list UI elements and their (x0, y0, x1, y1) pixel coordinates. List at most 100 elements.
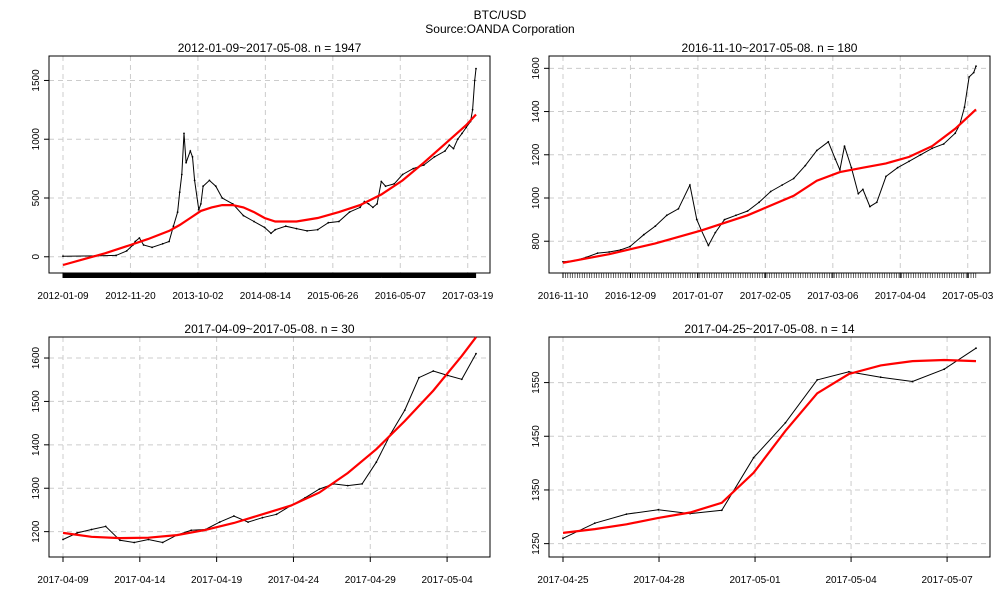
chart-panel-3: 2017-04-09~2017-05-08. n = 30 2017-04-09 2… (31, 322, 491, 586)
data-point (448, 144, 451, 147)
data-point (471, 108, 474, 111)
x-tick-label: 2017-02-05 (740, 291, 792, 302)
data-point (695, 218, 698, 221)
minor-tick-band (62, 273, 477, 278)
data-point (677, 207, 680, 210)
data-point (784, 421, 787, 424)
panel-title: 2012-01-09~2017-05-08. n = 1947 (178, 41, 362, 55)
data-point (161, 242, 164, 245)
panel-title: 2017-04-25~2017-05-08. n = 14 (684, 322, 854, 336)
data-point (714, 231, 717, 234)
data-point (975, 347, 977, 350)
data-point (176, 211, 179, 214)
data-point (875, 201, 878, 204)
data-point (869, 205, 871, 208)
minor-tick-band (562, 273, 977, 278)
x-tick-label: 2017-04-09 (37, 575, 89, 586)
y-tick-label: 0 (31, 254, 42, 260)
x-tick-label: 2017-05-01 (729, 575, 781, 586)
data-point (460, 378, 463, 381)
data-point (161, 541, 164, 544)
data-point (115, 254, 117, 257)
data-point (735, 214, 737, 217)
data-point (134, 240, 137, 243)
data-point (422, 164, 425, 167)
series-line-trend (62, 113, 477, 267)
data-point (375, 461, 378, 464)
data-point (218, 521, 221, 523)
x-tick-label: 2014-08-14 (240, 291, 292, 302)
data-point (348, 211, 351, 214)
x-tick-label: 2017-04-14 (114, 575, 166, 586)
x-tick-label: 2015-06-26 (307, 291, 359, 302)
x-tick-label: 2017-05-07 (922, 575, 974, 586)
x-tick-label: 2012-01-09 (37, 291, 89, 302)
data-point (418, 376, 420, 379)
data-point (191, 156, 194, 158)
y-tick-label: 1450 (531, 425, 542, 448)
data-point (185, 161, 188, 164)
data-point (943, 368, 946, 371)
data-point (412, 167, 415, 170)
data-point (968, 76, 970, 78)
data-point (208, 179, 211, 182)
y-tick-label: 1500 (31, 69, 42, 92)
data-point (189, 150, 192, 152)
y-tick-label: 500 (31, 189, 42, 206)
data-point (274, 228, 277, 231)
y-tick-label: 1000 (531, 186, 542, 209)
x-tick-label: 2013-10-02 (172, 291, 224, 302)
data-point (384, 185, 387, 188)
data-point (954, 132, 957, 135)
data-point (752, 456, 755, 459)
x-tick-label: 2017-04-04 (875, 291, 927, 302)
data-point (380, 180, 383, 183)
series-line-trend (562, 108, 977, 264)
data-point (919, 153, 922, 156)
x-tick-label: 2017-03-06 (807, 291, 859, 302)
chart-panel-4: 2017-04-25~2017-05-08. n = 14 2017-04-25 2… (531, 322, 991, 586)
y-tick-label: 1200 (31, 520, 42, 543)
data-point (720, 509, 723, 512)
data-point (214, 185, 217, 188)
x-tick-label: 2016-05-07 (375, 291, 427, 302)
data-point (593, 522, 596, 525)
y-tick-label: 1350 (531, 478, 542, 501)
series-line-price (562, 347, 977, 539)
data-point (401, 173, 404, 176)
data-point (295, 227, 298, 230)
x-tick-label: 2017-05-04 (422, 575, 474, 586)
data-point (746, 210, 749, 212)
plot-frame (548, 55, 991, 274)
data-point (125, 250, 128, 252)
data-point (76, 532, 79, 534)
data-point (642, 233, 645, 236)
x-tick-label: 2017-04-28 (633, 575, 685, 586)
data-point (151, 246, 154, 249)
data-point (792, 177, 795, 180)
data-point (707, 244, 710, 247)
data-point (316, 228, 319, 231)
series-line-price (562, 66, 977, 263)
data-point (848, 370, 850, 373)
panel-title: 2016-11-10~2017-05-08. n = 180 (682, 41, 858, 55)
x-tick-label: 2017-04-24 (268, 575, 320, 586)
data-point (862, 188, 864, 191)
panel-title: 2017-04-09~2017-05-08. n = 30 (184, 322, 354, 336)
data-point (665, 214, 668, 217)
data-point (456, 138, 459, 141)
data-point (629, 245, 631, 248)
y-tick-label: 1400 (531, 100, 542, 123)
data-point (359, 206, 361, 209)
data-point (284, 225, 287, 228)
data-point (608, 251, 610, 253)
figure-title: BTC/USD (473, 8, 527, 22)
data-point (367, 203, 370, 205)
data-point (142, 244, 145, 246)
data-point (376, 203, 378, 205)
data-point (138, 237, 141, 239)
data-point (432, 370, 435, 372)
chart-panel-1: 2012-01-09~2017-05-08. n = 1947 2012-01-0… (31, 41, 494, 302)
x-tick-label: 2016-12-09 (605, 291, 657, 302)
